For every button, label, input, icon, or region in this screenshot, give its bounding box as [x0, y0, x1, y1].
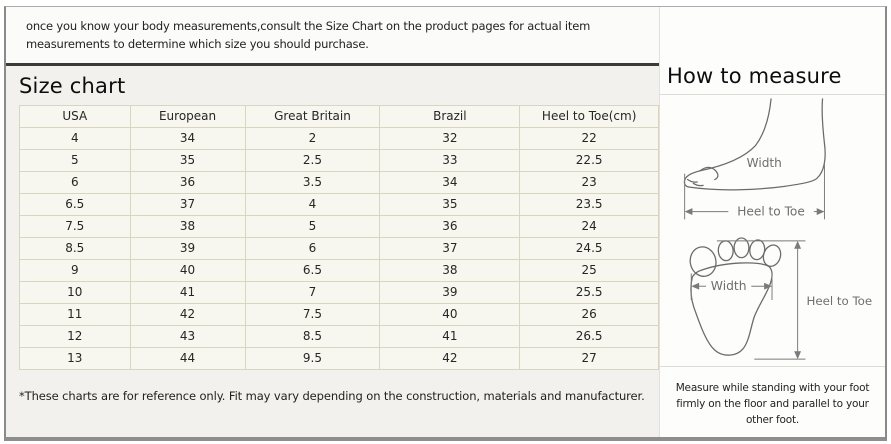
- table-cell: 10: [19, 280, 131, 304]
- table-cell: 35: [129, 148, 246, 172]
- table-cell: 24.5: [519, 236, 659, 260]
- table-row: 9 40 6.5 38 25: [19, 258, 659, 282]
- column-header: Heel to Toe(cm): [519, 104, 659, 128]
- size-chart-table-head: USA European Great Britain Brazil Heel to To…: [19, 104, 659, 128]
- table-cell: 34: [379, 170, 521, 194]
- table-cell: 9.5: [244, 346, 381, 370]
- table-cell: 38: [129, 214, 246, 238]
- table-cell: 12: [19, 324, 131, 348]
- table-row: 6.5 37 4 35 23.5: [19, 192, 659, 216]
- table-row: 4 34 2 32 22: [19, 126, 659, 150]
- table-cell: 42: [379, 346, 521, 370]
- reference-footnote: *These charts are for reference only. Fi…: [19, 388, 645, 403]
- side-width-label: Width: [746, 155, 781, 169]
- side-heel-to-toe-label: Heel to Toe: [737, 204, 805, 218]
- header-row: USA European Great Britain Brazil Heel to To…: [19, 104, 659, 128]
- how-to-measure-section: How to measure Heel to Toe W: [659, 7, 885, 437]
- size-chart-section: once you know your body measurements,con…: [6, 7, 659, 437]
- table-cell: 41: [379, 324, 521, 348]
- table-cell: 3.5: [244, 170, 381, 194]
- table-cell: 26.5: [519, 324, 659, 348]
- table-cell: 6.5: [19, 192, 131, 216]
- table-cell: 8.5: [19, 236, 131, 260]
- table-row: 6 36 3.5 34 23: [19, 170, 659, 194]
- table-row: 8.5 39 6 37 24.5: [19, 236, 659, 260]
- table-cell: 43: [129, 324, 246, 348]
- table-cell: 6: [19, 170, 131, 194]
- table-cell: 39: [129, 236, 246, 260]
- table-row: 13 44 9.5 42 27: [19, 346, 659, 370]
- table-cell: 32: [379, 126, 521, 150]
- table-cell: 38: [379, 258, 521, 282]
- sole-heel-to-toe-label: Heel to Toe: [806, 293, 872, 307]
- column-header: USA: [19, 104, 131, 128]
- table-cell: 11: [19, 302, 131, 326]
- intro-note: once you know your body measurements,con…: [6, 7, 659, 66]
- measure-instructions: Measure while standing with your foot fi…: [675, 382, 870, 426]
- table-cell: 23.5: [519, 192, 659, 216]
- table-row: 5 35 2.5 33 22.5: [19, 148, 659, 172]
- table-cell: 7.5: [19, 214, 131, 238]
- table-cell: 39: [379, 280, 521, 304]
- table-row: 7.5 38 5 36 24: [19, 214, 659, 238]
- content-frame: once you know your body measurements,con…: [4, 6, 887, 441]
- table-cell: 25.5: [519, 280, 659, 304]
- table-cell: 5: [244, 214, 381, 238]
- table-cell: 40: [379, 302, 521, 326]
- sole-width-label: Width: [710, 279, 746, 293]
- table-cell: 7.5: [244, 302, 381, 326]
- size-chart-title: Size chart: [19, 73, 126, 98]
- table-cell: 22.5: [519, 148, 659, 172]
- table-cell: 5: [19, 148, 131, 172]
- foot-sole-view-diagram: Width Heel to Toe: [689, 236, 872, 360]
- table-cell: 36: [379, 214, 521, 238]
- table-cell: 33: [379, 148, 521, 172]
- table-cell: 8.5: [244, 324, 381, 348]
- table-row: 10 41 7 39 25.5: [19, 280, 659, 304]
- table-cell: 24: [519, 214, 659, 238]
- table-cell: 40: [129, 258, 246, 282]
- measurement-diagrams: Heel to Toe Width Width: [660, 95, 885, 367]
- table-cell: 37: [379, 236, 521, 260]
- foot-side-view-diagram: Heel to Toe Width: [683, 97, 826, 219]
- table-cell: 6.5: [244, 258, 381, 282]
- table-cell: 27: [519, 346, 659, 370]
- table-cell: 23: [519, 170, 659, 194]
- table-cell: 26: [519, 302, 659, 326]
- table-row: 12 43 8.5 41 26.5: [19, 324, 659, 348]
- table-cell: 6: [244, 236, 381, 260]
- table-cell: 34: [129, 126, 246, 150]
- table-cell: 9: [19, 258, 131, 282]
- table-cell: 42: [129, 302, 246, 326]
- column-header: European: [129, 104, 246, 128]
- table-cell: 37: [129, 192, 246, 216]
- table-cell: 2.5: [244, 148, 381, 172]
- table-cell: 2: [244, 126, 381, 150]
- table-cell: 36: [129, 170, 246, 194]
- table-cell: 7: [244, 280, 381, 304]
- table-cell: 13: [19, 346, 131, 370]
- table-cell: 41: [129, 280, 246, 304]
- how-to-measure-title: How to measure: [660, 7, 885, 95]
- table-cell: 25: [519, 258, 659, 282]
- size-chart-table-body: 4 34 2 32 22 5 35 2.5 33 22.5 6 36 3.5 34 23 6.5 37 4 35 23…: [19, 126, 659, 370]
- table-cell: 35: [379, 192, 521, 216]
- table-row: 11 42 7.5 40 26: [19, 302, 659, 326]
- size-chart-table: USA European Great Britain Brazil Heel to To…: [19, 104, 659, 370]
- table-cell: 44: [129, 346, 246, 370]
- column-header: Great Britain: [244, 104, 381, 128]
- table-cell: 4: [19, 126, 131, 150]
- table-cell: 22: [519, 126, 659, 150]
- table-cell: 4: [244, 192, 381, 216]
- column-header: Brazil: [379, 104, 521, 128]
